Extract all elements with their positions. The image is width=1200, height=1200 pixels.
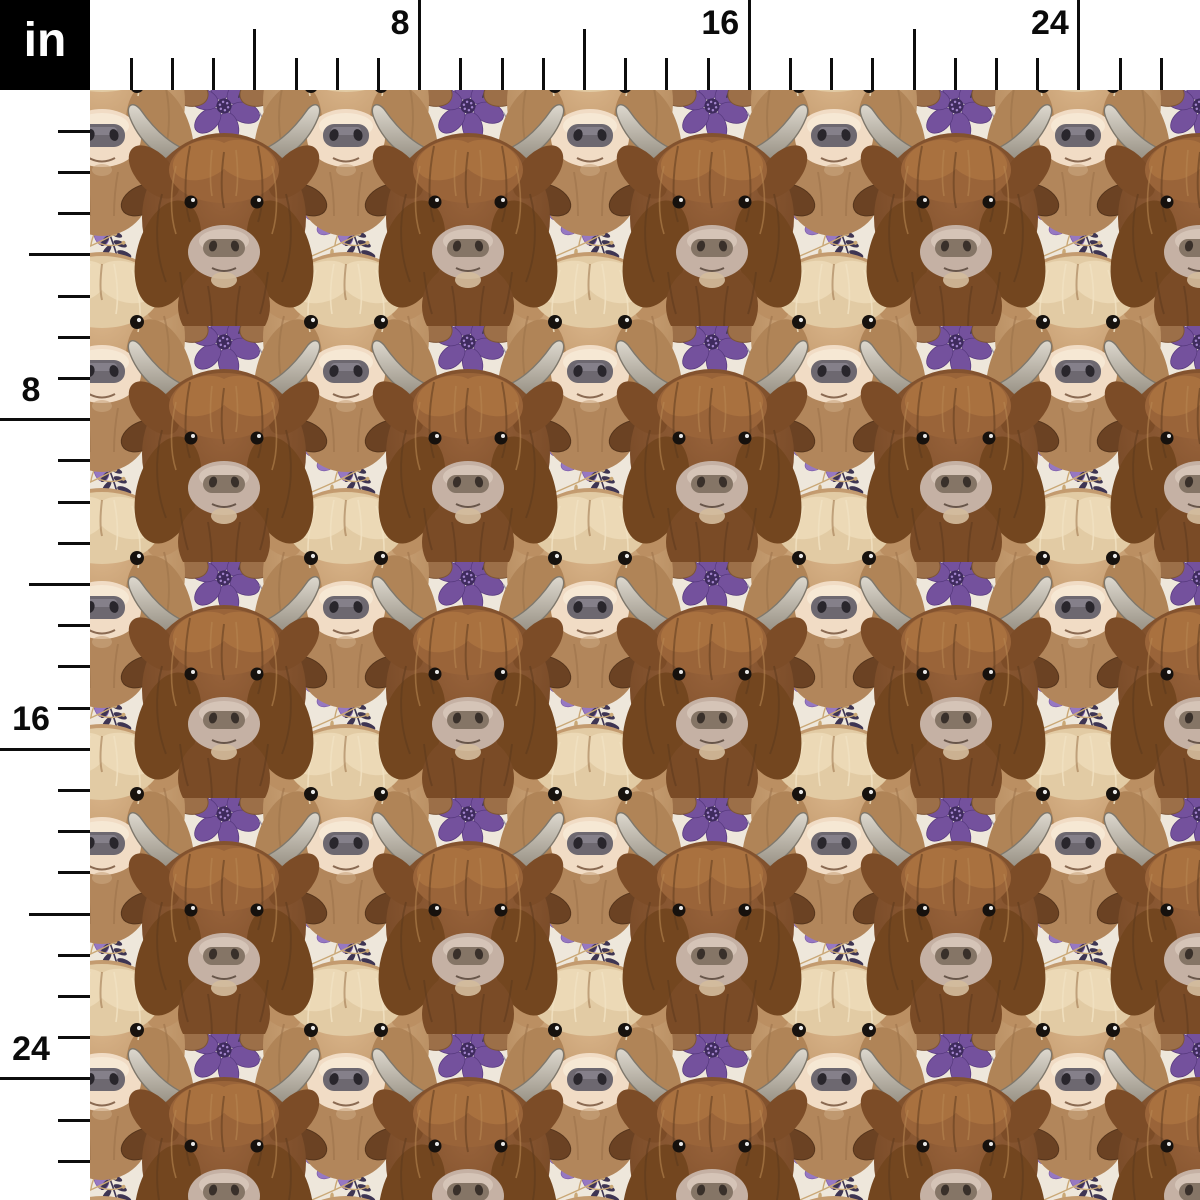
- ruler-tick-left-22in: [58, 994, 90, 998]
- ruler-tick-left-4in: [29, 253, 90, 257]
- ruler-tick-top-7in: [376, 58, 380, 90]
- unit-box: in: [0, 0, 90, 90]
- ruler-tick-top-4in: [253, 29, 257, 90]
- ruler-tick-top-14in: [665, 58, 669, 90]
- ruler-tick-left-3in: [58, 212, 90, 216]
- ruler-tick-left-18in: [58, 830, 90, 834]
- ruler-tick-top-5in: [294, 58, 298, 90]
- ruler-tick-left-11in: [58, 541, 90, 545]
- ruler-tick-top-6in: [335, 58, 339, 90]
- highland-cow-floral-pattern-svg: [90, 90, 1200, 1200]
- ruler-tick-left-7in: [58, 376, 90, 380]
- ruler-tick-left-13in: [58, 624, 90, 628]
- ruler-tick-top-10in: [500, 58, 504, 90]
- ruler-tick-top-16in: [747, 0, 751, 90]
- ruler-tick-left-6in: [58, 335, 90, 339]
- ruler-left: 8 16 24: [0, 0, 90, 1200]
- ruler-tick-left-16in: [0, 747, 90, 751]
- ruler-label-left-24: 24: [12, 1029, 50, 1068]
- ruler-tick-top-21in: [953, 58, 957, 90]
- ruler-tick-left-24in: [0, 1077, 90, 1081]
- ruler-tick-top-24in: [1077, 0, 1081, 90]
- ruler-tick-top-3in: [212, 58, 216, 90]
- ruler-tick-top-8in: [418, 0, 422, 90]
- ruler-tick-left-23in: [58, 1036, 90, 1040]
- ruler-tick-top-12in: [582, 29, 586, 90]
- ruler-top: 8 16 24: [0, 0, 1200, 90]
- ruler-tick-top-13in: [624, 58, 628, 90]
- ruler-tick-top-22in: [994, 58, 998, 90]
- ruler-tick-left-21in: [58, 953, 90, 957]
- ruler-tick-top-20in: [912, 29, 916, 90]
- ruler-tick-top-18in: [830, 58, 834, 90]
- ruler-label-left-8: 8: [21, 370, 41, 409]
- ruler-tick-left-9in: [58, 459, 90, 463]
- ruler-tick-left-25in: [58, 1118, 90, 1122]
- unit-label: in: [23, 14, 67, 67]
- ruler-tick-top-19in: [871, 58, 875, 90]
- ruler-tick-left-5in: [58, 294, 90, 298]
- ruler-label-left-16: 16: [12, 700, 50, 739]
- ruler-tick-left-20in: [29, 912, 90, 916]
- ruler-label-top-16: 16: [701, 4, 740, 42]
- ruler-tick-left-10in: [58, 500, 90, 504]
- ruler-tick-top-25in: [1118, 58, 1122, 90]
- ruler-label-top-24: 24: [1030, 4, 1069, 42]
- fabric-pattern-swatch: [90, 90, 1200, 1200]
- ruler-tick-left-19in: [58, 871, 90, 875]
- ruler-tick-left-12in: [29, 582, 90, 586]
- ruler-label-top-8: 8: [390, 4, 410, 42]
- ruler-tick-left-8in: [0, 418, 90, 422]
- ruler-tick-left-14in: [58, 665, 90, 669]
- ruler-tick-top-23in: [1036, 58, 1040, 90]
- pattern-tiles: [90, 90, 1200, 1200]
- ruler-tick-top-26in: [1159, 58, 1163, 90]
- ruler-tick-top-2in: [170, 58, 174, 90]
- ruler-tick-left-17in: [58, 788, 90, 792]
- ruler-tick-top-17in: [788, 58, 792, 90]
- ruler-tick-top-1in: [129, 58, 133, 90]
- ruler-tick-top-15in: [706, 58, 710, 90]
- ruler-tick-left-1in: [58, 129, 90, 133]
- ruler-tick-left-2in: [58, 170, 90, 174]
- ruler-tick-left-26in: [58, 1159, 90, 1163]
- ruler-tick-top-11in: [541, 58, 545, 90]
- ruler-tick-left-15in: [58, 706, 90, 710]
- ruler-tick-top-9in: [459, 58, 463, 90]
